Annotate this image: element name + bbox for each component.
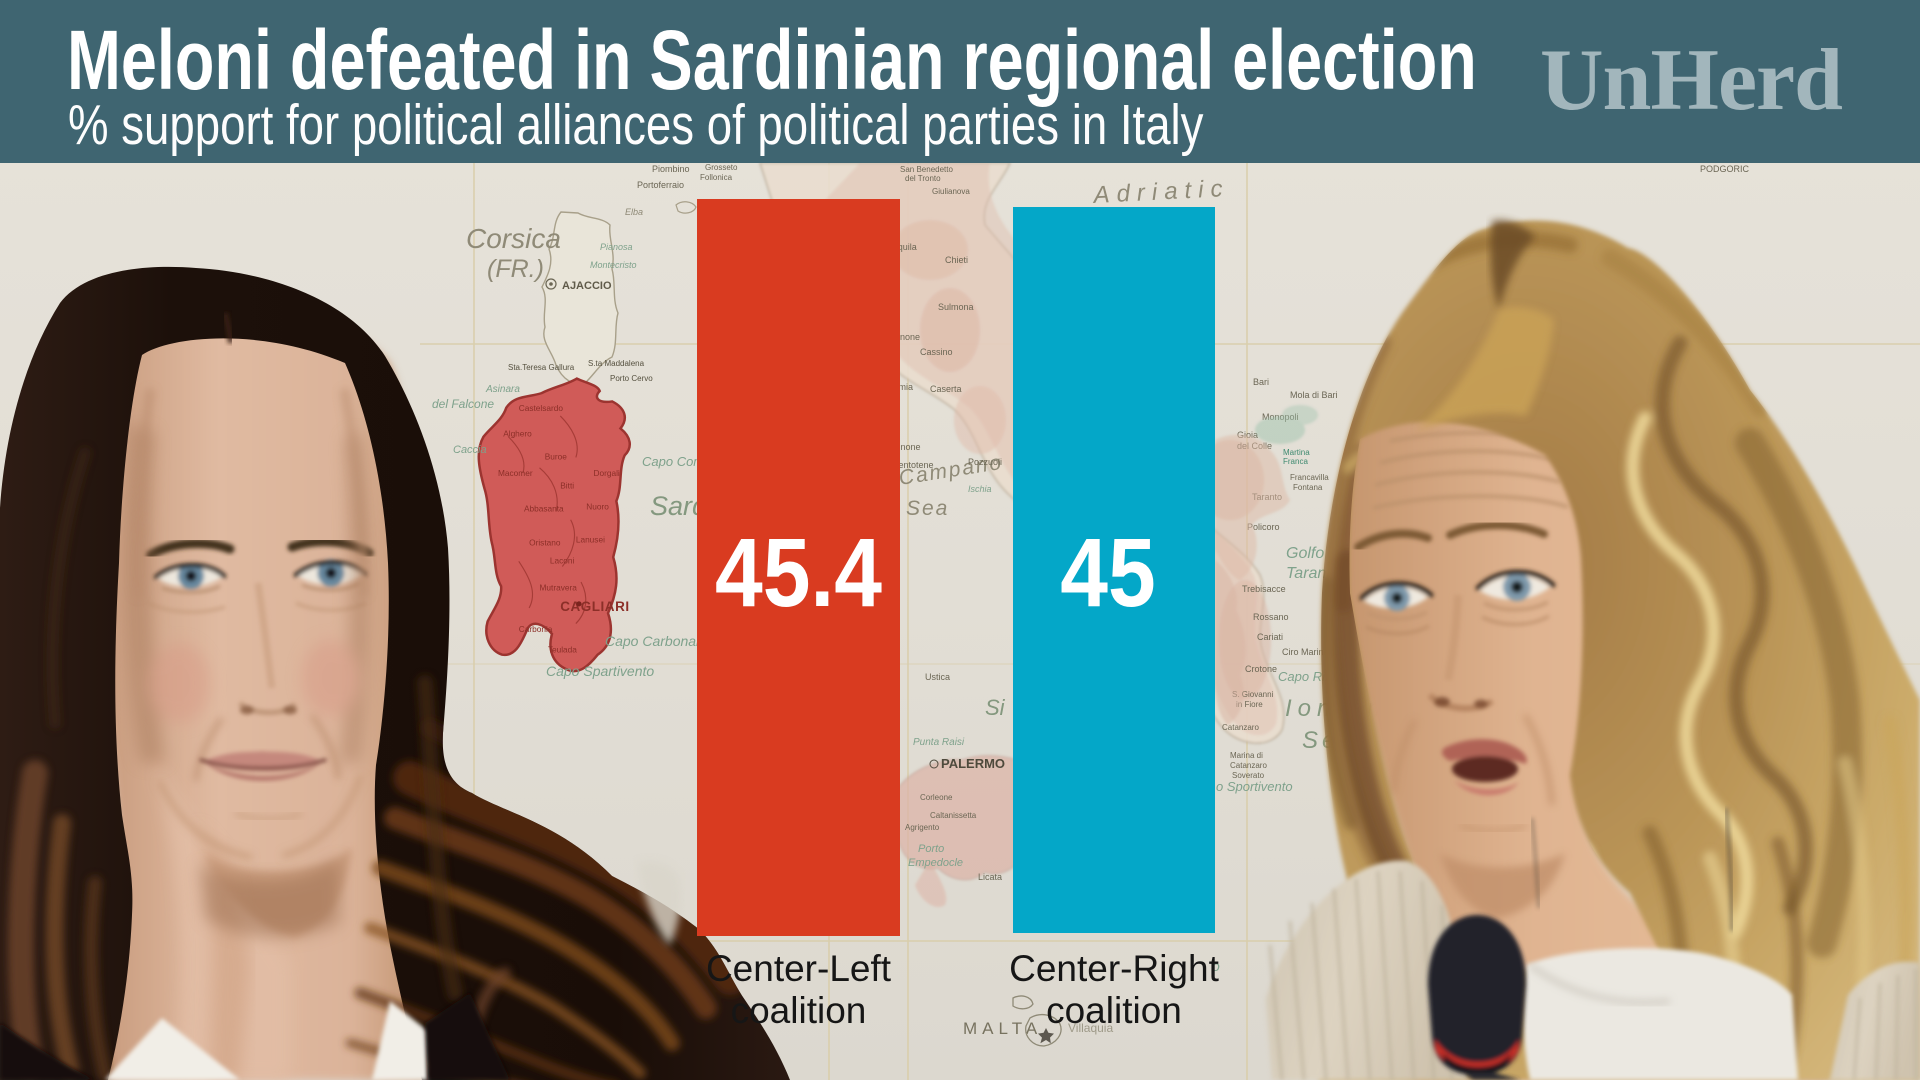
svg-text:Golfo: Golfo [1286,545,1324,562]
svg-text:Caltanissetta: Caltanissetta [930,811,977,820]
svg-text:Empedocle: Empedocle [908,857,963,869]
svg-text:Caserta: Caserta [930,384,962,394]
svg-text:Giulianova: Giulianova [932,187,970,196]
svg-text:Cariati: Cariati [1257,632,1283,642]
svg-text:Rossano: Rossano [1253,612,1289,622]
svg-text:Cassino: Cassino [920,347,953,357]
svg-text:(FR.): (FR.) [487,255,544,283]
svg-text:o Sportivento: o Sportivento [1216,779,1293,794]
svg-text:Crotone: Crotone [1245,664,1277,674]
svg-text:Bari: Bari [1253,377,1269,387]
svg-text:Buroe: Buroe [545,452,568,462]
svg-text:Ciro Marina: Ciro Marina [1282,647,1329,657]
svg-text:Sulmona: Sulmona [938,302,974,312]
svg-text:Zannone: Zannone [885,442,921,452]
svg-text:Ustica: Ustica [925,672,950,682]
svg-text:Villaquia: Villaquia [1068,1021,1113,1035]
svg-text:Trebisacce: Trebisacce [1242,584,1286,594]
svg-text:Policoro: Policoro [1247,522,1280,532]
svg-text:PALERMO: PALERMO [941,756,1005,771]
svg-text:Caccia: Caccia [453,444,487,456]
svg-text:Laconi: Laconi [550,555,575,565]
svg-text:Soverato: Soverato [1232,771,1265,780]
svg-text:Portoferraio: Portoferraio [637,180,684,190]
svg-text:del Falcone: del Falcone [432,397,494,411]
svg-text:del Tronto: del Tronto [905,174,941,183]
svg-text:Ventotene: Ventotene [893,460,934,470]
svg-text:Franca: Franca [1283,457,1308,466]
svg-text:Marina di: Marina di [1230,751,1263,760]
svg-text:Elba: Elba [625,207,643,217]
svg-text:Nuoro: Nuoro [586,501,609,511]
svg-text:S. Giovanni: S. Giovanni [1232,690,1274,699]
svg-text:Mutravera: Mutravera [540,582,578,592]
svg-text:Chieti: Chieti [945,255,968,265]
svg-text:o: o [1212,958,1220,974]
svg-text:Follonica: Follonica [700,173,733,182]
svg-text:S.ta Maddalena: S.ta Maddalena [588,359,645,368]
svg-text:Dorgali: Dorgali [593,468,619,478]
svg-text:AJACCIO: AJACCIO [562,280,612,292]
svg-text:Bitti: Bitti [560,481,574,491]
svg-text:Gioia: Gioia [1237,430,1258,440]
svg-text:Ischia: Ischia [968,484,992,494]
svg-text:Agrigento: Agrigento [905,823,940,832]
svg-text:Piombino: Piombino [652,164,690,174]
svg-text:Catanzaro: Catanzaro [1222,723,1259,732]
svg-text:Mola di Bari: Mola di Bari [1290,390,1338,400]
svg-text:in Fiore: in Fiore [1236,700,1263,709]
svg-text:Frosinone: Frosinone [880,332,920,342]
svg-text:Castelsardo: Castelsardo [519,403,564,413]
svg-text:Francavilla: Francavilla [1290,473,1329,482]
svg-text:Teulada: Teulada [548,645,577,655]
svg-text:Licata: Licata [978,872,1002,882]
svg-text:L'Aquila: L'Aquila [885,242,917,252]
svg-text:MALTA: MALTA [963,1019,1042,1038]
svg-text:Capo Spartivento: Capo Spartivento [546,663,654,679]
svg-text:Montecristo: Montecristo [590,260,637,270]
svg-text:Fontana: Fontana [1293,483,1323,492]
svg-text:Abbasanta: Abbasanta [524,503,564,513]
svg-text:Alghero: Alghero [503,429,532,439]
svg-text:Punta Raisi: Punta Raisi [913,737,965,748]
svg-text:Oristano: Oristano [529,538,561,548]
svg-text:Porto Cervo: Porto Cervo [610,374,653,383]
svg-text:Corleone: Corleone [920,793,953,802]
svg-text:Sta.Teresa Gallura: Sta.Teresa Gallura [508,363,575,372]
svg-text:Lanusei: Lanusei [576,535,605,545]
svg-text:Capo Com: Capo Com [642,454,704,469]
svg-text:Grosseto: Grosseto [705,163,738,172]
svg-text:Pozzuoli: Pozzuoli [968,457,1002,467]
svg-text:Martina: Martina [1283,448,1310,457]
svg-text:Catanzaro: Catanzaro [1230,761,1267,770]
svg-text:Carbonia: Carbonia [519,624,553,634]
svg-text:Capo Carbonara: Capo Carbonara [605,633,709,649]
svg-text:Si: Si [985,695,1006,720]
svg-text:San Benedetto: San Benedetto [900,165,953,174]
svg-text:Macomer: Macomer [498,468,533,478]
svg-text:Sea: Sea [906,497,949,520]
svg-text:Pianosa: Pianosa [600,242,633,252]
svg-text:Tarant: Tarant [1286,565,1331,582]
svg-text:Asinara: Asinara [485,384,520,395]
svg-text:PODGORIC: PODGORIC [1700,164,1750,174]
svg-text:Porto: Porto [918,843,944,855]
svg-text:Corsica: Corsica [466,223,561,254]
